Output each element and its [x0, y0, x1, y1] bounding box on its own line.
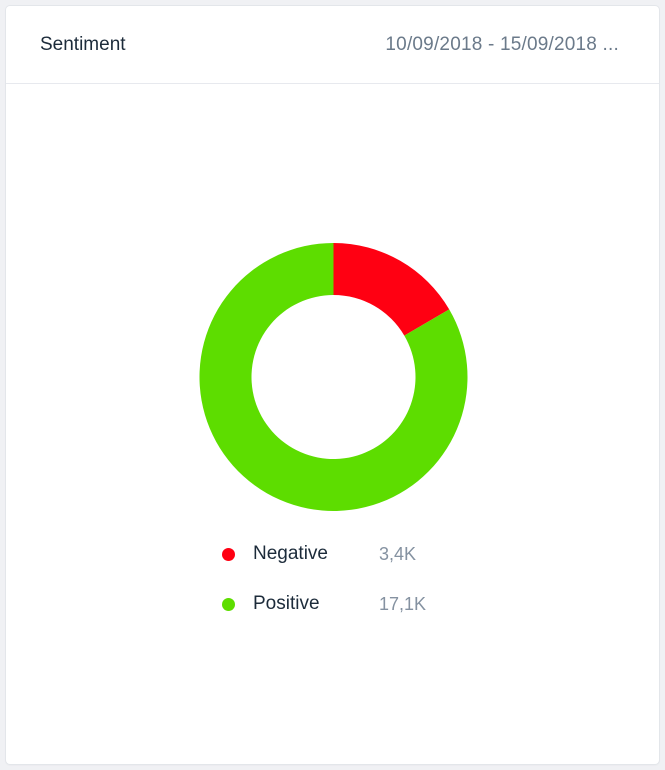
chart-legend: Negative 3,4K Positive 17,1K [222, 540, 462, 640]
card-title: Sentiment [40, 33, 126, 55]
legend-dot-icon [222, 597, 235, 611]
donut-chart [199, 243, 468, 511]
donut-slice-negative[interactable] [333, 243, 450, 336]
legend-dot-icon [222, 547, 235, 561]
legend-item-negative[interactable]: Negative 3,4K [222, 540, 462, 568]
legend-value: 3,4K [379, 543, 417, 564]
legend-value: 17,1K [379, 593, 427, 614]
card-header: Sentiment 10/09/2018 - 15/09/2018 ... [6, 6, 659, 84]
sentiment-card: Sentiment 10/09/2018 - 15/09/2018 ... Ne… [6, 6, 659, 764]
chart-area: Negative 3,4K Positive 17,1K [6, 84, 659, 684]
date-range-selector[interactable]: 10/09/2018 - 15/09/2018 ... [385, 33, 619, 55]
donut-slice-positive[interactable] [199, 243, 468, 511]
legend-item-positive[interactable]: Positive 17,1K [222, 590, 462, 618]
legend-label: Negative [253, 543, 328, 564]
legend-label: Positive [253, 593, 320, 614]
